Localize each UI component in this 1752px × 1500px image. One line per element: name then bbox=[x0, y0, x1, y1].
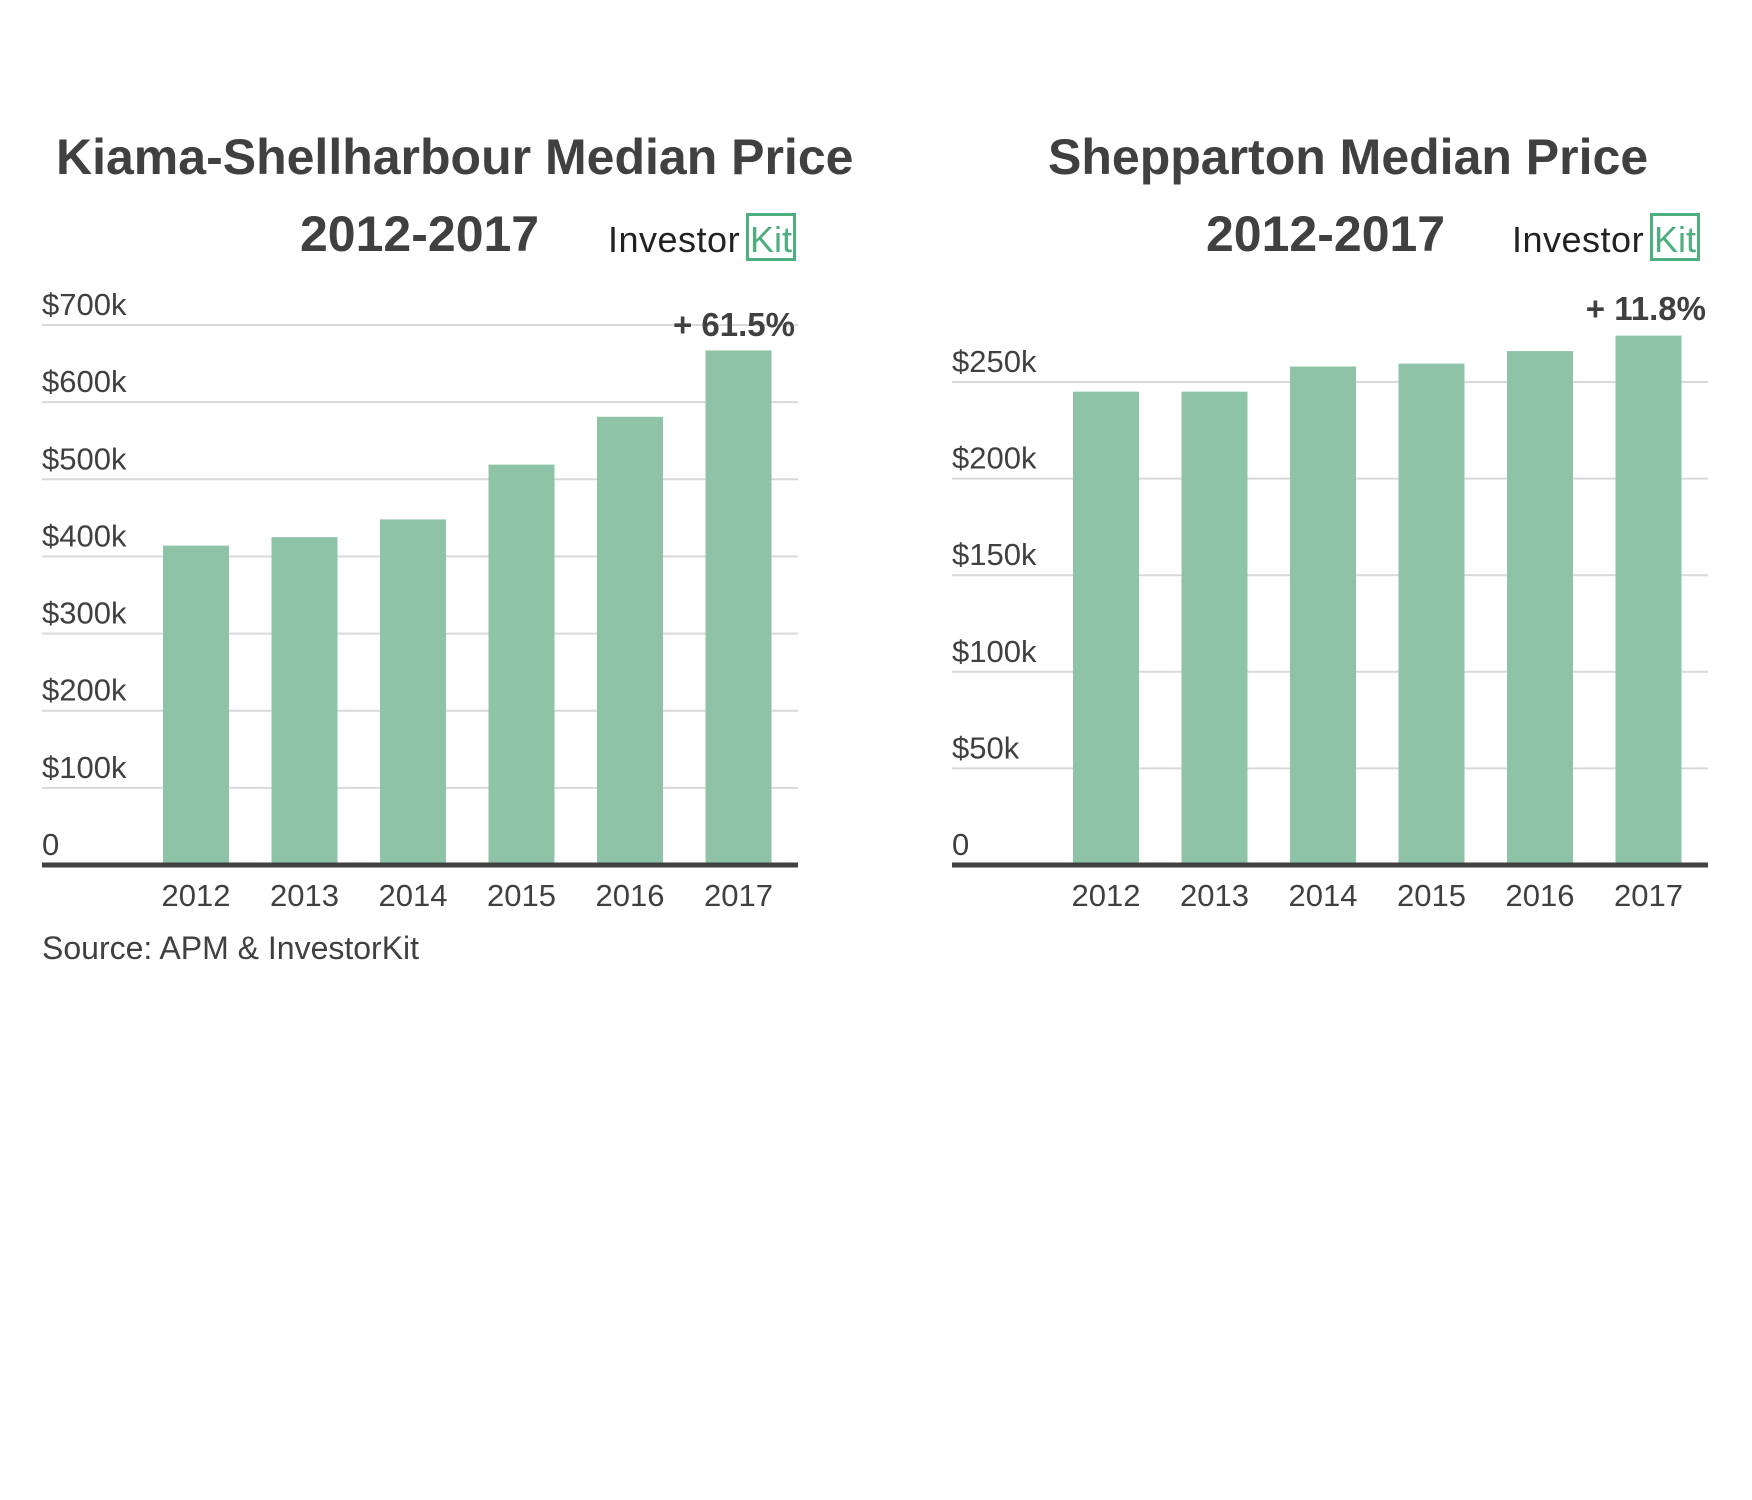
investorkit-logo: Investor Kit bbox=[608, 213, 798, 267]
x-tick-label: 2016 bbox=[596, 878, 665, 913]
x-tick-label: 2017 bbox=[704, 878, 773, 913]
logo-box: Kit bbox=[746, 213, 796, 261]
y-tick-label: $100k bbox=[952, 634, 1037, 669]
growth-annotation: + 11.8% bbox=[1586, 290, 1706, 327]
y-tick-label: $200k bbox=[952, 441, 1037, 476]
bar-2013 bbox=[1181, 391, 1248, 865]
bar-2016 bbox=[597, 416, 663, 865]
chart-title: Kiama-Shellharbour Median Price bbox=[56, 129, 854, 185]
bar-2017 bbox=[705, 350, 772, 865]
y-tick-label: $700k bbox=[42, 287, 127, 322]
bar-2014 bbox=[1290, 366, 1356, 865]
bar-2016 bbox=[1507, 351, 1573, 865]
y-tick-label: $100k bbox=[42, 750, 127, 785]
x-tick-label: 2014 bbox=[379, 878, 448, 913]
x-tick-label: 2013 bbox=[270, 878, 339, 913]
chart-panel-shepparton: Shepparton Median Price 2012-2017 Invest… bbox=[876, 0, 1752, 1000]
x-tick-label: 2014 bbox=[1289, 878, 1358, 913]
y-tick-label: $400k bbox=[42, 518, 127, 553]
bar-chart-shepparton: 0 $50k $100k $150k $200k $250k 2012 2013 2014 201… bbox=[952, 290, 1708, 913]
y-tick-label: $150k bbox=[952, 537, 1037, 572]
x-tick-label: 2015 bbox=[1397, 878, 1466, 913]
x-tick-label: 2012 bbox=[162, 878, 231, 913]
y-tick-label: $300k bbox=[42, 596, 127, 631]
source-note: Source: APM & InvestorKit bbox=[42, 930, 420, 966]
y-tick-label: $500k bbox=[42, 441, 127, 476]
logo-boxed-text: Kit bbox=[750, 219, 793, 260]
y-tick-label: 0 bbox=[42, 827, 59, 862]
chart-panel-kiama: Kiama-Shellharbour Median Price 2012-201… bbox=[0, 0, 876, 1000]
y-tick-label: $50k bbox=[952, 730, 1020, 765]
logo-box: Kit bbox=[1650, 213, 1700, 261]
chart-subtitle: 2012-2017 bbox=[1206, 206, 1446, 262]
bar-chart-kiama: 0 $100k $200k $300k $400k $500k $600k $700k 2012… bbox=[42, 287, 798, 913]
y-tick-label: 0 bbox=[952, 827, 969, 862]
bar-2015 bbox=[1398, 363, 1465, 865]
x-tick-label: 2016 bbox=[1506, 878, 1575, 913]
logo-word: Investor bbox=[608, 219, 741, 260]
bar-2015 bbox=[488, 464, 555, 865]
y-tick-label: $600k bbox=[42, 364, 127, 399]
bar-2012 bbox=[163, 545, 229, 865]
logo-boxed-text: Kit bbox=[1654, 219, 1697, 260]
y-tick-label: $200k bbox=[42, 673, 127, 708]
bar-2012 bbox=[1073, 391, 1139, 865]
x-tick-label: 2017 bbox=[1614, 878, 1683, 913]
chart-title: Shepparton Median Price bbox=[1048, 129, 1649, 185]
investorkit-logo: Investor Kit bbox=[1512, 213, 1702, 267]
x-tick-label: 2013 bbox=[1180, 878, 1249, 913]
chart-subtitle: 2012-2017 bbox=[300, 206, 540, 262]
x-tick-label: 2015 bbox=[487, 878, 556, 913]
x-tick-label: 2012 bbox=[1072, 878, 1141, 913]
bar-2017 bbox=[1615, 335, 1682, 866]
bar-2013 bbox=[271, 537, 338, 865]
logo-word: Investor bbox=[1512, 219, 1645, 260]
growth-annotation: + 61.5% bbox=[673, 306, 795, 343]
bar-2014 bbox=[380, 519, 446, 865]
y-tick-label: $250k bbox=[952, 344, 1037, 379]
